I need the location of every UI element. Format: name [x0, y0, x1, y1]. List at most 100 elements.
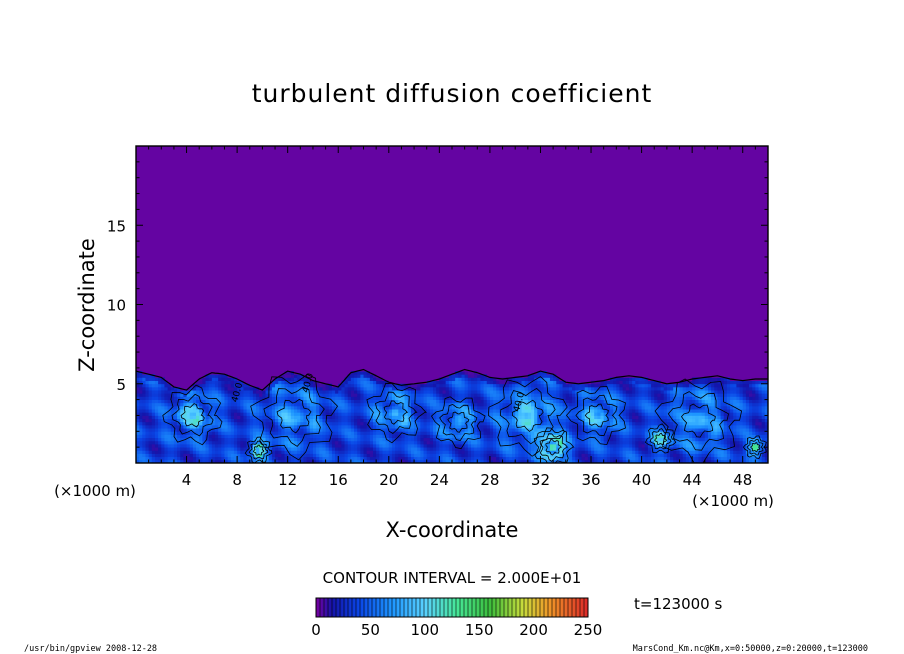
- heatmap-cell: [549, 383, 554, 388]
- heatmap-cell: [369, 380, 374, 385]
- heatmap-cell: [695, 390, 699, 394]
- heatmap-cell: [682, 434, 687, 439]
- heatmap-cell: [218, 443, 222, 448]
- heatmap-cell: [414, 380, 418, 385]
- heatmap-cell: [682, 396, 687, 400]
- heatmap-cell: [385, 431, 390, 435]
- heatmap-cell: [670, 380, 674, 385]
- heatmap-cell: [470, 405, 475, 410]
- heatmap-cell: [151, 380, 156, 385]
- heatmap-cell: [347, 386, 352, 391]
- heatmap-cell: [303, 456, 308, 461]
- heatmap-cell: [281, 447, 285, 451]
- heatmap-cell: [559, 399, 563, 404]
- heatmap-cell: [707, 459, 712, 463]
- heatmap-cell: [591, 443, 595, 448]
- heatmap-cell: [464, 437, 469, 442]
- heatmap-cell: [306, 386, 311, 391]
- heatmap-cell: [205, 380, 210, 385]
- heatmap-cell: [455, 456, 459, 461]
- heatmap-cell: [354, 415, 358, 420]
- heatmap-cell: [376, 453, 380, 458]
- heatmap-cell: [177, 393, 181, 397]
- heatmap-cell: [679, 396, 684, 400]
- heatmap-cell: [199, 383, 203, 388]
- heatmap-cell: [616, 447, 620, 451]
- heatmap-cell: [537, 424, 541, 429]
- heatmap-cell: [259, 450, 263, 454]
- heatmap-cell: [252, 453, 257, 458]
- heatmap-cell: [369, 421, 374, 426]
- heatmap-cell: [584, 386, 589, 391]
- heatmap-cell: [537, 390, 541, 394]
- heatmap-cell: [537, 396, 541, 400]
- heatmap-cell: [591, 409, 595, 413]
- heatmap-cell: [205, 428, 210, 432]
- heatmap-cell: [578, 415, 582, 420]
- heatmap-cell: [287, 424, 292, 429]
- heatmap-cell: [407, 386, 412, 391]
- heatmap-cell: [445, 440, 450, 445]
- heatmap-cell: [224, 405, 229, 410]
- heatmap-cell: [423, 443, 428, 448]
- heatmap-cell: [151, 447, 156, 451]
- heatmap-cell: [224, 399, 229, 404]
- heatmap-cell: [395, 415, 399, 420]
- heatmap-cell: [230, 380, 235, 385]
- heatmap-cell: [638, 374, 642, 378]
- heatmap-cell: [483, 447, 488, 451]
- heatmap-cell: [395, 399, 399, 404]
- heatmap-cell: [252, 399, 257, 404]
- heatmap-cell: [610, 450, 614, 454]
- heatmap-cell: [136, 390, 140, 394]
- heatmap-cell: [268, 393, 273, 397]
- heatmap-cell: [543, 374, 548, 378]
- heatmap-cell: [316, 383, 320, 388]
- heatmap-cell: [316, 396, 320, 400]
- heatmap-cell: [426, 412, 431, 416]
- heatmap-cell: [287, 421, 292, 426]
- heatmap-cell: [404, 402, 409, 407]
- heatmap-cell: [300, 393, 304, 397]
- heatmap-cell: [341, 421, 345, 426]
- heatmap-cell: [502, 456, 507, 461]
- heatmap-cell: [682, 409, 687, 413]
- heatmap-cell: [549, 386, 554, 391]
- heatmap-cell: [594, 405, 598, 410]
- heatmap-cell: [341, 440, 345, 445]
- heatmap-cell: [281, 431, 285, 435]
- heatmap-cell: [268, 450, 273, 454]
- heatmap-cell: [341, 396, 345, 400]
- heatmap-cell: [610, 415, 614, 420]
- heatmap-cell: [603, 383, 608, 388]
- heatmap-cell: [594, 418, 598, 423]
- heatmap-cell: [271, 383, 276, 388]
- heatmap-cell: [562, 456, 567, 461]
- heatmap-cell: [252, 428, 257, 432]
- heatmap-cell: [354, 456, 358, 461]
- heatmap-cell: [610, 383, 614, 388]
- heatmap-cell: [407, 399, 412, 404]
- heatmap-cell: [464, 380, 469, 385]
- heatmap-cell: [581, 412, 586, 416]
- heatmap-cell: [458, 377, 462, 381]
- heatmap-cell: [249, 428, 254, 432]
- heatmap-cell: [369, 440, 374, 445]
- heatmap-cell: [230, 456, 235, 461]
- heatmap-cell: [616, 431, 620, 435]
- heatmap-cell: [502, 424, 507, 429]
- heatmap-cell: [666, 396, 671, 400]
- heatmap-cell: [376, 434, 380, 439]
- heatmap-cell: [202, 390, 206, 394]
- heatmap-cell: [714, 418, 718, 423]
- heatmap-cell: [581, 418, 586, 423]
- heatmap-cell: [373, 437, 377, 442]
- heatmap-cell: [587, 459, 592, 463]
- heatmap-cell: [338, 402, 342, 407]
- heatmap-cell: [401, 409, 405, 413]
- heatmap-cell: [398, 409, 402, 413]
- heatmap-cell: [227, 386, 232, 391]
- heatmap-cell: [565, 424, 570, 429]
- heatmap-cell: [682, 386, 687, 391]
- heatmap-cell: [692, 380, 696, 385]
